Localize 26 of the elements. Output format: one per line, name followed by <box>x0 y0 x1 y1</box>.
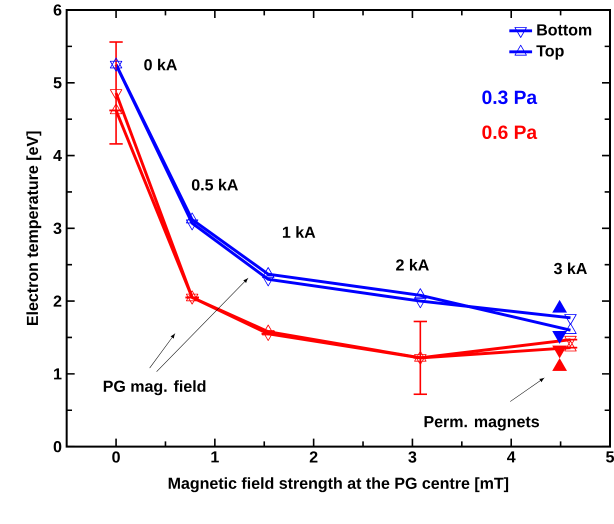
y-tick-label: 6 <box>54 4 62 16</box>
y-tick-label: 2 <box>54 296 62 307</box>
x-tick-label: 4 <box>507 451 516 462</box>
y-tick-label: 1 <box>54 368 62 380</box>
annotation: 3 kA <box>554 262 587 274</box>
annotation: 0 kA <box>144 58 177 70</box>
annotation: 2 kA <box>396 258 429 271</box>
y-axis-title: Electron temperature [eV] <box>26 131 42 326</box>
y-tick-label: 0 <box>54 440 62 452</box>
y-tick-label: 3 <box>53 222 62 234</box>
x-tick-label: 1 <box>211 451 219 462</box>
annotation: Perm. magnets <box>424 416 539 431</box>
annotation: 0.5 kA <box>192 178 238 191</box>
x-tick-label: 3 <box>408 451 416 463</box>
x-tick-label: 2 <box>310 451 318 463</box>
x-axis-title: Magnetic field strength at the PG centre [mT] <box>168 477 508 492</box>
annotation: PG mag. field <box>104 380 206 396</box>
legend-label: Bottom <box>537 24 592 36</box>
x-tick-label: 0 <box>112 451 120 463</box>
legend-label: Top <box>536 45 564 60</box>
annotation: 0.6 Pa <box>482 125 538 140</box>
annotation: 0.3 Pa <box>482 90 538 104</box>
x-tick-label: 5 <box>606 451 614 463</box>
y-tick-label: 5 <box>54 77 62 88</box>
annotation: 1 kA <box>282 226 316 238</box>
y-tick-label: 4 <box>53 150 62 162</box>
